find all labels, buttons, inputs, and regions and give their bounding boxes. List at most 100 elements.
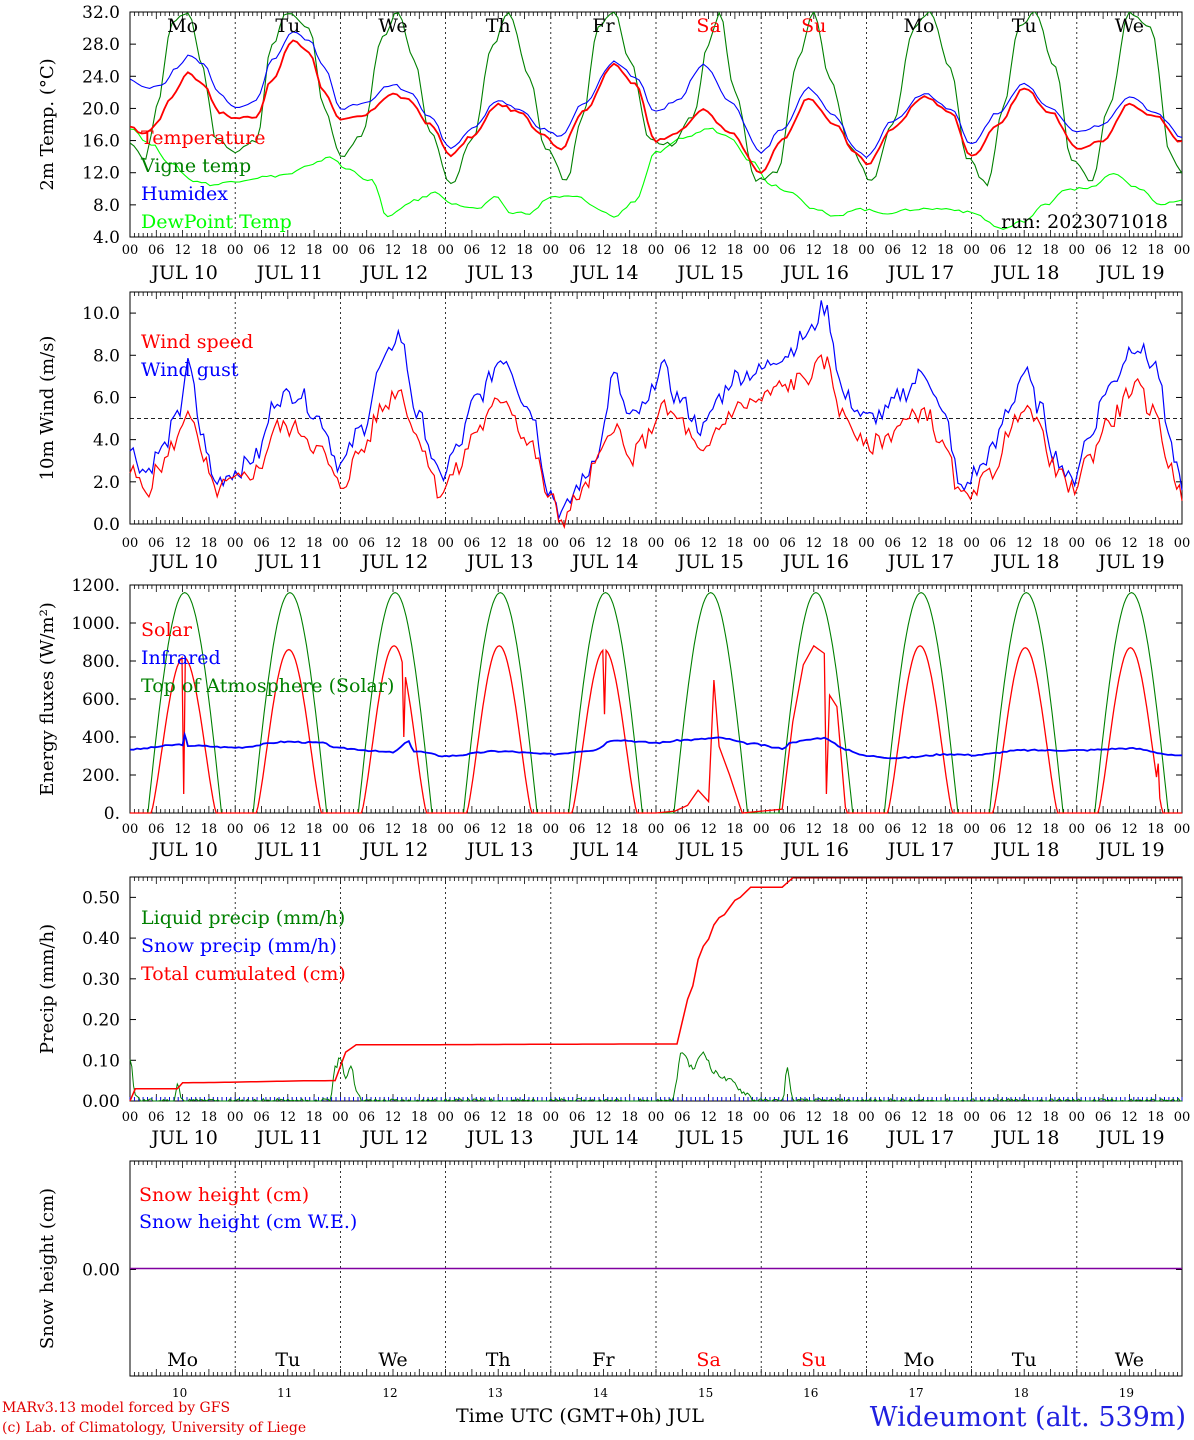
hour-label: 06 bbox=[358, 822, 375, 837]
hour-label: 06 bbox=[674, 243, 691, 258]
date-label: JUL 13 bbox=[465, 262, 533, 284]
hour-label: 06 bbox=[569, 822, 586, 837]
hour-label: 00 bbox=[122, 822, 139, 837]
legend-snow-height-cm-w-e-: Snow height (cm W.E.) bbox=[139, 1211, 357, 1233]
legend-infrared: Infrared bbox=[141, 647, 221, 669]
y-tick-label: 0.50 bbox=[82, 888, 120, 908]
date-label: JUL 12 bbox=[360, 262, 428, 284]
hour-label: 12 bbox=[700, 536, 717, 551]
hour-label: 18 bbox=[727, 536, 744, 551]
weekday-label: Mo bbox=[904, 15, 935, 37]
hour-label: 12 bbox=[280, 1110, 297, 1125]
weekday-label: Sa bbox=[696, 1349, 720, 1371]
hour-label: 00 bbox=[858, 536, 875, 551]
day-number: 12 bbox=[382, 1386, 397, 1400]
hour-label: 00 bbox=[332, 243, 349, 258]
hour-label: 18 bbox=[411, 243, 428, 258]
hour-label: 12 bbox=[595, 1110, 612, 1125]
series-group bbox=[130, 12, 1182, 230]
hour-label: 06 bbox=[990, 1110, 1007, 1125]
date-label: JUL 16 bbox=[781, 262, 849, 284]
date-label: JUL 19 bbox=[1096, 1127, 1164, 1149]
weekday-label: Th bbox=[486, 15, 511, 37]
hour-label: 18 bbox=[621, 822, 638, 837]
hour-label: 00 bbox=[543, 822, 560, 837]
date-label: JUL 17 bbox=[886, 839, 954, 861]
day-number: 18 bbox=[1014, 1386, 1029, 1400]
hour-label: 12 bbox=[174, 1110, 191, 1125]
y-tick-label: 16.0 bbox=[82, 132, 120, 152]
hour-label: 18 bbox=[516, 243, 533, 258]
series-dewpoint-temp bbox=[130, 127, 1182, 230]
hour-label: 18 bbox=[621, 1110, 638, 1125]
weekday-label: Mo bbox=[167, 1349, 198, 1371]
hour-label: 12 bbox=[806, 1110, 823, 1125]
date-label: JUL 15 bbox=[675, 262, 743, 284]
hour-label: 00 bbox=[332, 536, 349, 551]
hour-label: 00 bbox=[227, 536, 244, 551]
hour-label: 00 bbox=[963, 822, 980, 837]
hour-label: 18 bbox=[621, 536, 638, 551]
hour-label: 18 bbox=[306, 822, 323, 837]
hour-label: 06 bbox=[779, 822, 796, 837]
weekday-label: Sa bbox=[696, 15, 720, 37]
hour-label: 06 bbox=[148, 536, 165, 551]
panel-2: 0.0 2.0 4.0 6.0 8.0 10.0 10m Wind (m/s) 00 06 12 1… bbox=[37, 291, 1191, 573]
hour-label: 18 bbox=[832, 243, 849, 258]
y-axis-title: 2m Temp. (°C) bbox=[37, 58, 58, 190]
hour-label: 06 bbox=[674, 1110, 691, 1125]
weekday-label: We bbox=[1115, 15, 1144, 37]
hour-label: 12 bbox=[1016, 1110, 1033, 1125]
hour-label: 00 bbox=[437, 536, 454, 551]
legend-humidex: Humidex bbox=[141, 183, 228, 205]
y-tick-label: 32.0 bbox=[82, 3, 120, 23]
hour-label: 00 bbox=[858, 243, 875, 258]
hour-label: 18 bbox=[1147, 822, 1164, 837]
hour-label: 00 bbox=[543, 536, 560, 551]
legend-snow-precip-mm-h-: Snow precip (mm/h) bbox=[141, 935, 337, 957]
hour-label: 06 bbox=[148, 243, 165, 258]
hour-label: 12 bbox=[1121, 536, 1138, 551]
time-axis-label: Time UTC (GMT+0h) JUL bbox=[456, 1405, 704, 1427]
series-temperature bbox=[130, 39, 1182, 174]
hour-label: 06 bbox=[358, 243, 375, 258]
hour-label: 00 bbox=[753, 536, 770, 551]
hour-label: 06 bbox=[464, 822, 481, 837]
hour-label: 12 bbox=[490, 243, 507, 258]
y-axis-title: Snow height (cm) bbox=[37, 1188, 58, 1349]
weekday-label: We bbox=[1115, 1349, 1144, 1371]
date-label: JUL 19 bbox=[1096, 262, 1164, 284]
hour-label: 12 bbox=[595, 536, 612, 551]
y-tick-label: 24.0 bbox=[82, 67, 120, 87]
y-tick-label: 1000. bbox=[71, 614, 120, 634]
hour-label: 12 bbox=[490, 536, 507, 551]
date-label: JUL 15 bbox=[675, 551, 743, 573]
hour-label: 00 bbox=[648, 822, 665, 837]
hour-label: 12 bbox=[280, 822, 297, 837]
day-number: 13 bbox=[488, 1386, 503, 1400]
hour-label: 00 bbox=[1174, 536, 1191, 551]
hour-label: 06 bbox=[990, 243, 1007, 258]
legend-vigne-temp: Vigne temp bbox=[140, 155, 251, 177]
hour-label: 06 bbox=[674, 536, 691, 551]
hour-label: 06 bbox=[990, 822, 1007, 837]
y-tick-label: 8.0 bbox=[93, 346, 120, 366]
day-number: 11 bbox=[277, 1386, 292, 1400]
y-tick-label: 0.10 bbox=[82, 1051, 120, 1071]
hour-label: 06 bbox=[779, 536, 796, 551]
hour-label: 12 bbox=[1016, 822, 1033, 837]
legend-total-cumulated-cm-: Total cumulated (cm) bbox=[141, 963, 346, 985]
hour-label: 18 bbox=[306, 1110, 323, 1125]
hour-label: 12 bbox=[595, 243, 612, 258]
hour-label: 18 bbox=[411, 536, 428, 551]
hour-label: 18 bbox=[306, 536, 323, 551]
hour-label: 06 bbox=[1095, 1110, 1112, 1125]
hour-label: 18 bbox=[201, 243, 218, 258]
hour-label: 00 bbox=[1174, 243, 1191, 258]
hour-label: 06 bbox=[884, 243, 901, 258]
hour-label: 06 bbox=[148, 1110, 165, 1125]
hour-label: 18 bbox=[832, 1110, 849, 1125]
weekday-label: Tu bbox=[1012, 1349, 1037, 1371]
hour-label: 06 bbox=[148, 822, 165, 837]
hour-label: 00 bbox=[963, 243, 980, 258]
